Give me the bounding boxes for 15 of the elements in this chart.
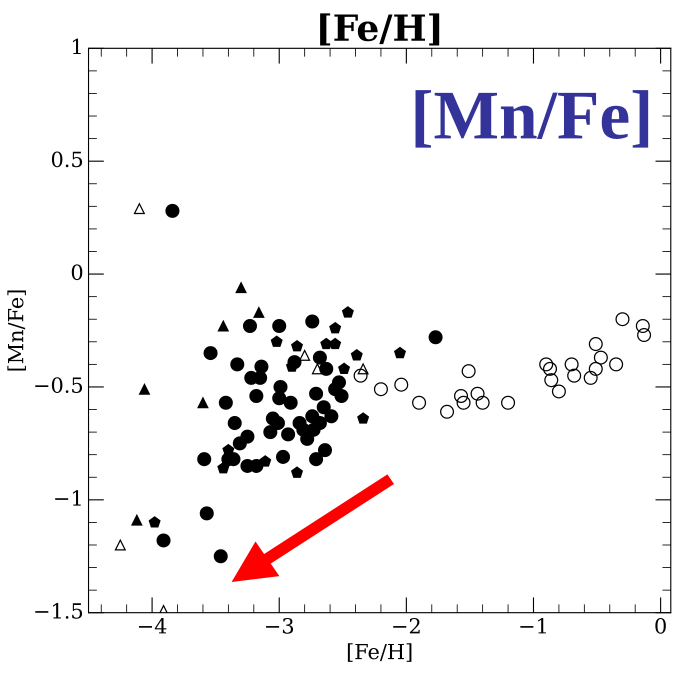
y-tick-label: −1.5: [35, 603, 82, 619]
y-tick-label: −0.5: [35, 377, 82, 393]
y-tick-label: 0.5: [52, 151, 82, 168]
x-tick-label: −2: [393, 618, 420, 634]
x-tick-label: −4: [138, 618, 166, 634]
x-tick-label: 0: [655, 618, 666, 634]
y-tick-label: 0: [72, 264, 82, 280]
annotation: [Mn/Fe]: [416, 90, 648, 148]
x-tick-label: −1: [520, 618, 546, 634]
y-tick-label: 1: [72, 38, 81, 54]
x-tick-label: −3: [266, 618, 294, 634]
y-axis-title: [Mn/Fe]: [7, 290, 26, 371]
y-tick-label: −1: [55, 490, 81, 506]
chart-title: [Fe/H]: [320, 13, 440, 46]
x-axis-title: [Fe/H]: [348, 643, 412, 662]
